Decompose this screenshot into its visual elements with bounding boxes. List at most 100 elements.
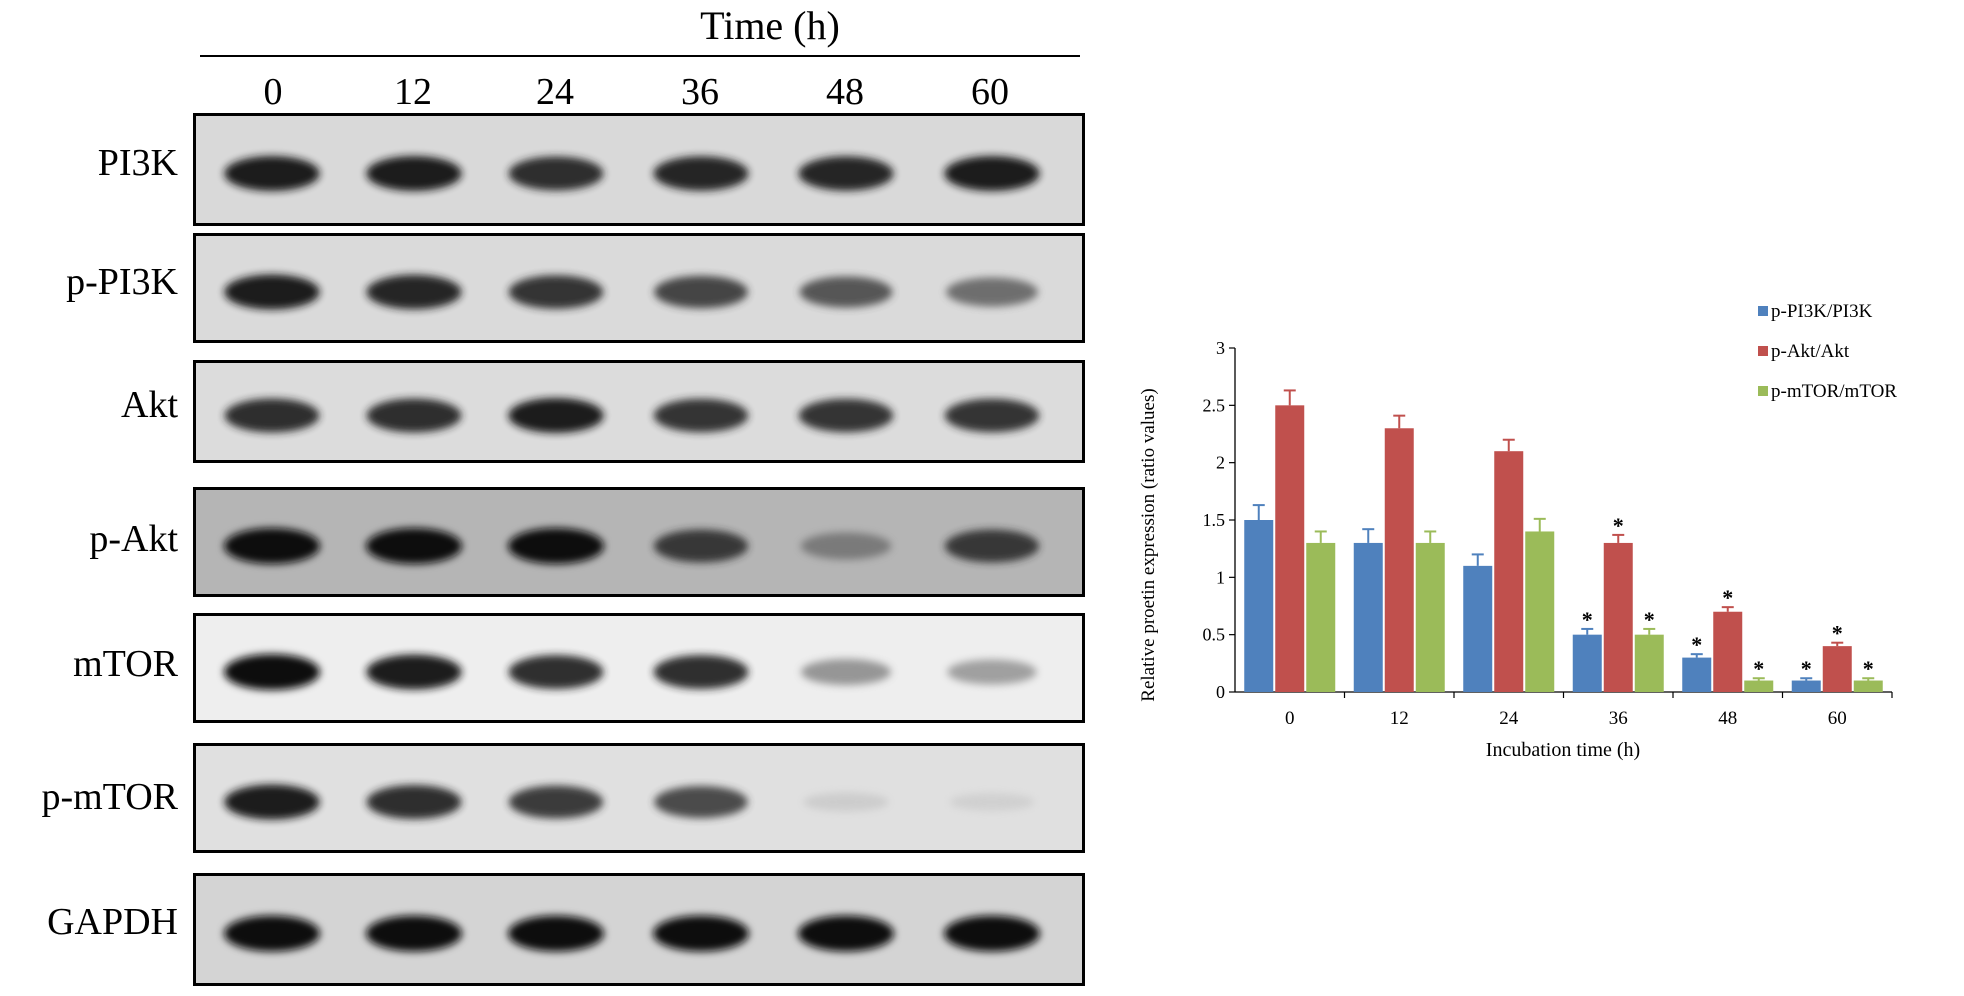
y-tick-label: 2.5 xyxy=(1203,395,1226,415)
band-p-mTOR-lane-60 xyxy=(949,793,1035,811)
row-label-mtor: mTOR xyxy=(73,643,178,685)
band-PI3K-lane-0 xyxy=(224,156,320,191)
band-p-PI3K-lane-24 xyxy=(508,275,604,309)
band-Akt-lane-48 xyxy=(798,398,894,433)
lane-label-36: 36 xyxy=(681,71,719,113)
time-header: Time (h) xyxy=(700,3,840,48)
legend-swatch xyxy=(1758,386,1768,396)
bar-p-mTOR/mTOR-60 xyxy=(1853,680,1883,692)
significance-marker: * xyxy=(1832,621,1843,646)
x-axis-label: Incubation time (h) xyxy=(1486,739,1640,761)
band-Akt-lane-0 xyxy=(224,398,320,433)
time-header-rule xyxy=(200,55,1080,57)
band-Akt-lane-36 xyxy=(653,398,749,433)
significance-marker: * xyxy=(1644,607,1655,632)
band-mTOR-lane-60 xyxy=(947,659,1037,685)
band-p-PI3K-lane-48 xyxy=(799,276,893,308)
significance-marker: * xyxy=(1753,656,1764,681)
blot-strip-pi3k xyxy=(193,113,1085,226)
row-label-pi3k: PI3K xyxy=(97,142,178,184)
band-p-Akt-lane-24 xyxy=(508,528,604,564)
bar-p-PI3K/PI3K-12 xyxy=(1353,542,1383,692)
band-p-PI3K-lane-60 xyxy=(946,277,1038,307)
band-Akt-lane-60 xyxy=(944,398,1040,433)
bar-p-mTOR/mTOR-0 xyxy=(1306,542,1336,692)
x-tick-label: 24 xyxy=(1499,708,1519,729)
legend-label: p-mTOR/mTOR xyxy=(1771,381,1897,402)
y-tick-label: 1 xyxy=(1216,567,1225,587)
band-GAPDH-lane-0 xyxy=(224,915,320,952)
y-tick-label: 1.5 xyxy=(1203,510,1226,530)
significance-marker: * xyxy=(1801,656,1812,681)
bar-p-Akt/Akt-48 xyxy=(1713,611,1743,692)
x-ticks: 0 12 24 36 48 60 xyxy=(1285,692,1893,729)
band-Akt-lane-12 xyxy=(366,398,462,433)
band-GAPDH-lane-12 xyxy=(366,915,462,952)
legend-swatch xyxy=(1758,306,1768,316)
band-GAPDH-lane-60 xyxy=(944,915,1040,952)
y-tick-label: 0.5 xyxy=(1203,625,1226,645)
band-mTOR-lane-0 xyxy=(224,654,320,690)
band-p-Akt-lane-12 xyxy=(366,528,462,564)
legend: p-PI3K/PI3K p-Akt/Akt p-mTOR/mTOR xyxy=(1758,301,1897,402)
significance-marker: * xyxy=(1863,656,1874,681)
x-tick-label: 0 xyxy=(1285,708,1295,729)
band-PI3K-lane-12 xyxy=(366,156,462,191)
y-tick-label: 2 xyxy=(1216,453,1225,473)
y-tick-label: 0 xyxy=(1216,682,1225,702)
bars: * * * * * * * * * xyxy=(1244,389,1883,692)
y-ticks: 0 0.5 1 1.5 2 2.5 3 xyxy=(1203,338,1235,702)
bar-p-PI3K/PI3K-24 xyxy=(1463,565,1493,692)
bar-chart: 0 0.5 1 1.5 2 2.5 3 * * * * * * * * * 0 12 24 36 48 60 Rela… xyxy=(1138,301,1897,761)
legend-swatch xyxy=(1758,346,1768,356)
x-tick-label: 36 xyxy=(1609,708,1628,729)
lane-label-60: 60 xyxy=(971,71,1009,113)
significance-marker: * xyxy=(1722,585,1733,610)
bar-p-PI3K/PI3K-48 xyxy=(1682,657,1712,692)
band-PI3K-lane-48 xyxy=(798,156,894,191)
band-p-Akt-lane-60 xyxy=(944,529,1040,563)
band-p-mTOR-lane-12 xyxy=(366,785,462,819)
significance-marker: * xyxy=(1691,632,1702,657)
band-p-Akt-lane-0 xyxy=(224,528,320,564)
lane-label-12: 12 xyxy=(394,71,432,113)
x-tick-label: 12 xyxy=(1390,708,1409,729)
bar-p-PI3K/PI3K-60 xyxy=(1791,680,1821,692)
legend-label: p-PI3K/PI3K xyxy=(1771,301,1873,322)
blot-strip-akt xyxy=(193,360,1085,463)
band-p-PI3K-lane-36 xyxy=(654,275,748,309)
x-tick-label: 48 xyxy=(1718,708,1737,729)
lane-label-48: 48 xyxy=(826,71,864,113)
x-tick-label: 60 xyxy=(1828,708,1847,729)
bar-p-Akt/Akt-0 xyxy=(1275,405,1305,692)
y-axis-label: Relative proetin expression (ratio value… xyxy=(1138,388,1159,701)
row-label-gapdh: GAPDH xyxy=(47,901,178,943)
bar-p-mTOR/mTOR-48 xyxy=(1744,680,1774,692)
band-PI3K-lane-36 xyxy=(653,156,749,191)
row-label-p-pi3k: p-PI3K xyxy=(66,261,178,303)
lane-label-24: 24 xyxy=(536,71,574,113)
bar-p-mTOR/mTOR-24 xyxy=(1525,531,1555,692)
bar-p-Akt/Akt-60 xyxy=(1822,646,1852,692)
bar-p-Akt/Akt-12 xyxy=(1384,428,1414,692)
band-p-mTOR-lane-48 xyxy=(803,792,889,812)
bar-p-PI3K/PI3K-36 xyxy=(1572,634,1602,692)
band-mTOR-lane-24 xyxy=(508,655,604,689)
band-GAPDH-lane-24 xyxy=(508,915,604,952)
bar-p-PI3K/PI3K-0 xyxy=(1244,520,1274,692)
lane-label-0: 0 xyxy=(263,71,283,113)
band-mTOR-lane-36 xyxy=(653,655,749,689)
bar-p-Akt/Akt-36 xyxy=(1603,542,1633,692)
band-GAPDH-lane-48 xyxy=(798,915,894,952)
y-tick-label: 3 xyxy=(1216,338,1225,358)
blot-strip-p-mtor xyxy=(193,743,1085,853)
band-p-mTOR-lane-36 xyxy=(654,786,748,818)
significance-marker: * xyxy=(1582,607,1593,632)
band-p-PI3K-lane-12 xyxy=(366,274,462,310)
band-p-PI3K-lane-0 xyxy=(224,274,320,310)
band-PI3K-lane-24 xyxy=(508,156,604,191)
bar-p-mTOR/mTOR-36 xyxy=(1634,634,1664,692)
blot-strip-p-pi3k xyxy=(193,233,1085,343)
row-label-p-mtor: p-mTOR xyxy=(41,776,178,818)
band-p-mTOR-lane-0 xyxy=(224,784,320,820)
